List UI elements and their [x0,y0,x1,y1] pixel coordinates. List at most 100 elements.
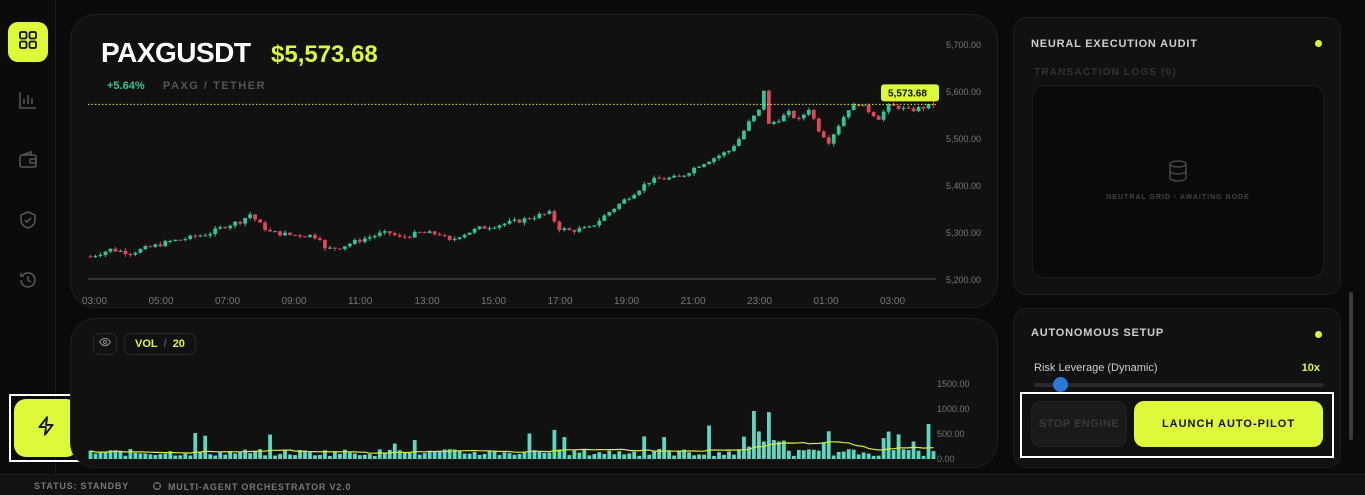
volume-bar [178,455,183,459]
candle [647,182,652,185]
candle [692,167,696,174]
candle [482,226,487,229]
candle [173,239,178,241]
grid-icon [18,30,38,55]
quick-action-button[interactable] [14,399,78,457]
candle [347,243,352,247]
database-icon [1167,159,1189,183]
candle [293,234,297,236]
candle [821,131,826,138]
volume-bar [243,449,248,459]
volume-bar [407,451,412,459]
price-tag [881,84,939,102]
volume-bar [482,453,487,459]
volume-bar [582,449,587,459]
x-tick-label: 23:00 [747,296,772,307]
candle [118,250,123,252]
candle [846,110,851,118]
candle [717,155,721,159]
volume-bar [208,454,213,459]
candle [667,177,672,180]
x-tick-label: 03:00 [880,296,905,307]
volume-visibility-toggle[interactable] [93,333,117,355]
candle [113,248,118,252]
candle [871,112,876,117]
setup-title: AUTONOMOUS SETUP [1031,327,1164,339]
volume-bar [931,451,936,459]
volume-bar [921,455,926,459]
candle [781,115,786,122]
x-tick-label: 03:00 [82,296,107,307]
volume-bar [148,454,153,459]
volume-bar [692,455,696,459]
candle [622,199,627,204]
volume-bar [587,455,592,459]
sidebar-item-analytics[interactable] [8,82,48,122]
volume-bar [193,433,198,459]
candle [791,110,796,118]
volume-bar [737,449,741,459]
volume-bar [223,454,228,459]
candle [707,161,711,165]
volume-bar [128,449,133,459]
sidebar-item-security[interactable] [8,202,48,242]
sidebar-item-history[interactable] [8,262,48,302]
candle [133,252,138,255]
shield-check-icon [18,210,38,235]
transaction-logs-title: TRANSACTION LOGS (0) [1034,67,1177,78]
volume-bar [188,455,193,459]
candle [697,166,701,168]
volume-bar [298,450,302,459]
leverage-slider-thumb[interactable] [1053,377,1069,392]
volume-bar [392,443,397,459]
scrollbar[interactable] [1349,292,1353,440]
volume-indicator-settings[interactable]: VOL / 20 [124,333,196,355]
candle [826,137,831,144]
volume-bar [592,453,597,459]
volume-label: VOL [135,338,158,350]
candle [323,240,327,249]
candle [487,228,492,230]
candle [477,226,482,229]
candle [851,104,856,111]
volume-bar [652,450,657,459]
leverage-value: 10x [1301,362,1320,374]
volume-bar [303,450,307,459]
volume-tick-label: 1000.00 [937,404,970,414]
volume-bar [502,452,507,459]
status-text: STATUS: STANDBY [34,481,129,491]
volume-bar [707,425,711,459]
candle [567,228,572,231]
volume-bar [253,450,258,459]
candle [911,108,916,112]
sidebar-item-wallet[interactable] [8,142,48,182]
candle [367,237,372,239]
audit-panel: NEURAL EXECUTION AUDIT TRANSACTION LOGS … [1013,17,1341,295]
volume-bar [367,454,372,459]
volume-bar [632,451,637,459]
wallet-icon [18,150,38,175]
volume-bar [342,449,347,459]
candle [402,236,407,238]
volume-bar [562,437,567,459]
candle [163,241,168,247]
candle [372,235,377,238]
candle [253,214,258,220]
candle [652,177,657,183]
candle [278,231,282,236]
volume-bar [183,453,188,459]
candle [123,250,128,255]
candle [796,117,801,119]
price-tag-label: 5,573.68 [888,88,927,99]
sidebar-item-dashboard[interactable] [8,22,48,62]
candle [617,203,622,209]
candle [856,104,861,107]
candle [512,219,517,221]
launch-autopilot-button[interactable]: LAUNCH AUTO-PILOT [1134,401,1323,447]
candle [333,247,337,249]
leverage-slider-track[interactable] [1034,383,1324,387]
volume-bar [133,452,138,459]
stop-engine-button[interactable]: STOP ENGINE [1031,401,1127,447]
volume-chart[interactable]: 1500.00 1000.00 500.00 0.00 [71,319,998,468]
price-chart[interactable]: 5,700.00 5,600.00 5,500.00 5,400.00 5,300.00… [71,15,999,309]
